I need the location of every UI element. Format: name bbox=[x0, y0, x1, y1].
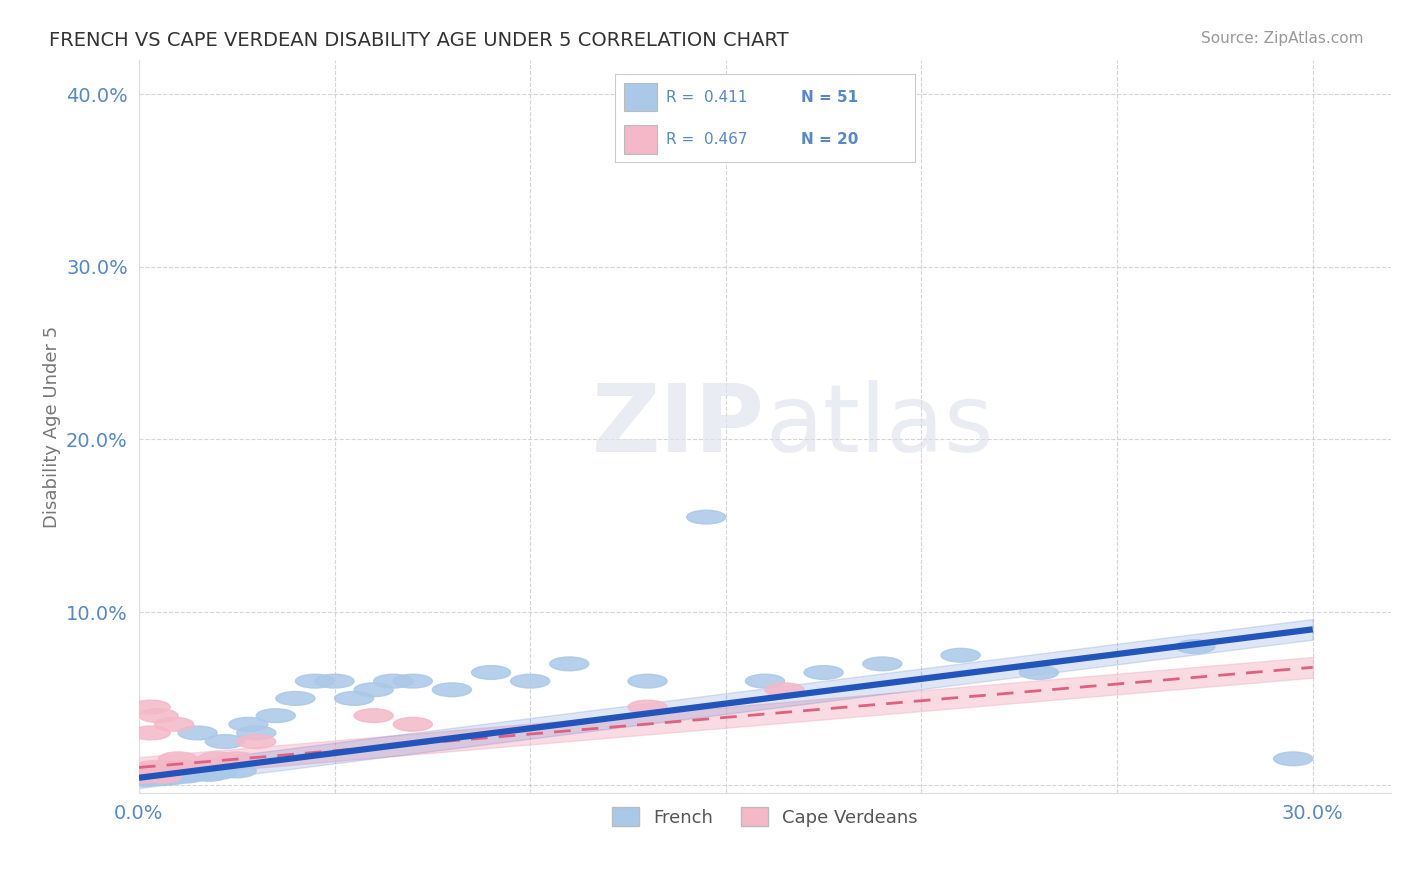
Ellipse shape bbox=[135, 771, 174, 785]
Ellipse shape bbox=[139, 767, 179, 781]
Ellipse shape bbox=[205, 735, 245, 748]
Ellipse shape bbox=[159, 765, 198, 780]
Ellipse shape bbox=[863, 657, 901, 671]
Ellipse shape bbox=[135, 764, 174, 778]
Ellipse shape bbox=[162, 764, 201, 778]
Ellipse shape bbox=[217, 752, 256, 765]
Ellipse shape bbox=[276, 691, 315, 706]
Ellipse shape bbox=[131, 769, 170, 783]
Ellipse shape bbox=[150, 767, 190, 781]
Y-axis label: Disability Age Under 5: Disability Age Under 5 bbox=[44, 326, 60, 527]
Ellipse shape bbox=[190, 767, 229, 781]
Ellipse shape bbox=[146, 764, 186, 778]
Ellipse shape bbox=[139, 709, 179, 723]
Ellipse shape bbox=[179, 726, 217, 739]
Ellipse shape bbox=[150, 761, 190, 774]
Ellipse shape bbox=[471, 665, 510, 680]
Ellipse shape bbox=[804, 665, 844, 680]
Ellipse shape bbox=[354, 683, 394, 697]
Ellipse shape bbox=[131, 700, 170, 714]
Ellipse shape bbox=[374, 674, 413, 688]
Ellipse shape bbox=[127, 767, 166, 781]
Ellipse shape bbox=[139, 769, 179, 783]
Ellipse shape bbox=[146, 764, 186, 778]
Text: FRENCH VS CAPE VERDEAN DISABILITY AGE UNDER 5 CORRELATION CHART: FRENCH VS CAPE VERDEAN DISABILITY AGE UN… bbox=[49, 31, 789, 50]
Ellipse shape bbox=[124, 769, 162, 783]
Ellipse shape bbox=[155, 717, 194, 731]
Ellipse shape bbox=[127, 764, 166, 778]
Ellipse shape bbox=[159, 767, 198, 781]
Ellipse shape bbox=[1175, 640, 1215, 654]
Ellipse shape bbox=[217, 764, 256, 778]
Ellipse shape bbox=[550, 657, 589, 671]
Ellipse shape bbox=[166, 761, 205, 774]
Ellipse shape bbox=[166, 769, 205, 783]
Ellipse shape bbox=[256, 709, 295, 723]
Legend: French, Cape Verdeans: French, Cape Verdeans bbox=[603, 798, 927, 836]
Ellipse shape bbox=[131, 765, 170, 780]
Ellipse shape bbox=[198, 765, 236, 780]
Ellipse shape bbox=[143, 765, 181, 780]
Ellipse shape bbox=[236, 726, 276, 739]
Ellipse shape bbox=[432, 683, 471, 697]
Ellipse shape bbox=[686, 510, 725, 524]
Ellipse shape bbox=[159, 752, 198, 765]
Ellipse shape bbox=[127, 772, 166, 787]
Ellipse shape bbox=[186, 764, 225, 778]
Ellipse shape bbox=[143, 769, 181, 783]
Text: Source: ZipAtlas.com: Source: ZipAtlas.com bbox=[1201, 31, 1364, 46]
Ellipse shape bbox=[143, 771, 181, 785]
Text: ZIP: ZIP bbox=[592, 381, 765, 473]
Ellipse shape bbox=[941, 648, 980, 662]
Ellipse shape bbox=[394, 674, 432, 688]
Ellipse shape bbox=[1019, 665, 1059, 680]
Ellipse shape bbox=[335, 691, 374, 706]
Ellipse shape bbox=[510, 674, 550, 688]
Ellipse shape bbox=[170, 765, 209, 780]
Ellipse shape bbox=[139, 767, 179, 781]
Ellipse shape bbox=[150, 771, 190, 785]
Ellipse shape bbox=[1274, 752, 1313, 765]
Ellipse shape bbox=[174, 767, 214, 781]
Ellipse shape bbox=[315, 674, 354, 688]
Ellipse shape bbox=[765, 683, 804, 697]
Ellipse shape bbox=[198, 752, 236, 765]
Ellipse shape bbox=[131, 726, 170, 739]
Ellipse shape bbox=[135, 761, 174, 774]
Ellipse shape bbox=[146, 769, 186, 783]
Ellipse shape bbox=[745, 674, 785, 688]
Ellipse shape bbox=[155, 769, 194, 783]
Ellipse shape bbox=[354, 709, 394, 723]
Text: atlas: atlas bbox=[765, 381, 993, 473]
Ellipse shape bbox=[628, 674, 666, 688]
Ellipse shape bbox=[236, 735, 276, 748]
Ellipse shape bbox=[628, 700, 666, 714]
Ellipse shape bbox=[295, 674, 335, 688]
Ellipse shape bbox=[229, 717, 269, 731]
Ellipse shape bbox=[124, 771, 162, 785]
Ellipse shape bbox=[394, 717, 432, 731]
